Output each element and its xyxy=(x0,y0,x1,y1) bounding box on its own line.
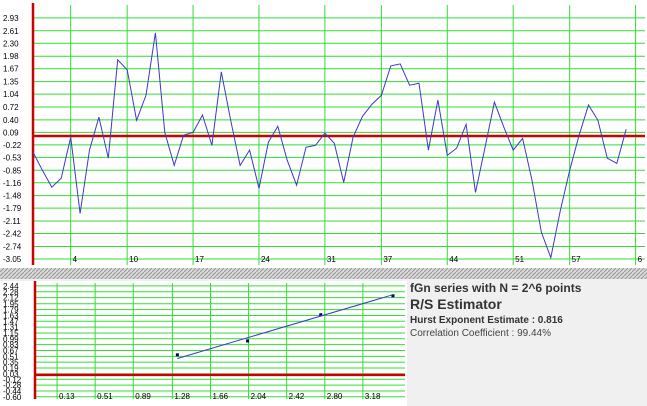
y-tick-label: 1.35 xyxy=(3,78,19,87)
y-tick-label: 2.12 xyxy=(3,294,19,303)
y-tick-label: -1.16 xyxy=(3,179,22,188)
x-tick-label: 37 xyxy=(383,255,392,264)
x-tick-label: 31 xyxy=(327,255,336,264)
correlation: Correlation Coefficient : 99.44% xyxy=(410,328,552,339)
x-tick-label: 6 xyxy=(638,255,643,264)
y-tick-label: 1.95 xyxy=(3,300,19,309)
y-tick-label: -0.85 xyxy=(3,166,22,175)
y-tick-label: -0.22 xyxy=(3,141,22,150)
y-tick-label: 1.15 xyxy=(3,329,19,338)
top-chart-bg xyxy=(0,0,647,268)
y-tick-label: -0.12 xyxy=(3,375,22,384)
x-tick-label: 2.04 xyxy=(251,392,267,401)
y-tick-label: -2.74 xyxy=(3,242,22,251)
y-tick-label: 1.47 xyxy=(3,317,19,326)
y-tick-label: 0.99 xyxy=(3,335,19,344)
y-tick-label: 0.09 xyxy=(3,128,19,137)
y-tick-label: -0.44 xyxy=(3,387,22,396)
y-tick-label: -0.53 xyxy=(3,153,22,162)
splitter[interactable] xyxy=(0,268,647,279)
y-tick-label: -0.28 xyxy=(3,381,22,390)
x-tick-label: 51 xyxy=(515,255,524,264)
y-tick-label: 1.31 xyxy=(3,323,19,332)
y-tick-label: -1.48 xyxy=(3,192,22,201)
x-tick-label: 1.28 xyxy=(174,392,190,401)
data-point xyxy=(319,313,323,317)
data-point xyxy=(175,353,179,357)
x-tick-label: 44 xyxy=(449,255,458,264)
y-tick-label: 0.83 xyxy=(3,341,19,350)
y-tick-label: 1.67 xyxy=(3,65,19,74)
x-tick-label: 0.13 xyxy=(59,392,75,401)
y-tick-label: -2.11 xyxy=(3,217,21,226)
x-tick-label: 1.66 xyxy=(212,392,228,401)
rs-chart: 2.442.282.121.951.791.631.471.311.150.99… xyxy=(3,281,405,402)
y-tick-label: 1.63 xyxy=(3,311,19,320)
y-tick-label: 0.51 xyxy=(3,352,19,361)
y-tick-label: 0.72 xyxy=(3,103,19,112)
y-tick-label: 2.28 xyxy=(3,288,19,297)
y-tick-label: 1.79 xyxy=(3,306,19,315)
y-tick-label: 2.61 xyxy=(3,27,19,36)
y-tick-label: -3.05 xyxy=(3,255,22,264)
y-tick-label: 0.35 xyxy=(3,358,19,367)
y-tick-label: 0.19 xyxy=(3,364,19,373)
bottom-chart-bg xyxy=(0,281,407,406)
x-tick-label: 0.51 xyxy=(97,392,113,401)
hurst-estimate: Hurst Exponent Estimate : 0.816 xyxy=(410,315,563,326)
y-tick-label: 0.03 xyxy=(3,370,19,379)
y-tick-label: 2.30 xyxy=(3,39,19,48)
panel-title: fGn series with N = 2^6 points xyxy=(410,281,582,295)
series-chart: 2.93 2.61 2.30 1.98 1.67 1.35 1.04 0.72 0.40 0.09… xyxy=(3,3,645,265)
y-tick-label: 1.04 xyxy=(3,90,19,99)
data-point xyxy=(391,294,395,298)
x-tick-label: 17 xyxy=(195,255,204,264)
data-line xyxy=(32,32,627,260)
y-tick-label: 1.98 xyxy=(3,52,19,61)
y-tick-label: -0.60 xyxy=(3,393,22,402)
x-tick-label: 24 xyxy=(261,255,270,264)
x-tick-label: 0.89 xyxy=(135,392,151,401)
y-tick-label: 2.93 xyxy=(3,14,19,23)
x-tick-label: 4 xyxy=(73,255,78,264)
result-panel: fGn series with N = 2^6 points R/S Estim… xyxy=(410,281,647,339)
y-tick-label: -1.79 xyxy=(3,204,22,213)
x-tick-label: 57 xyxy=(572,255,581,264)
panel-subtitle: R/S Estimator xyxy=(410,296,502,312)
data-point xyxy=(246,339,250,343)
x-tick-label: 2.80 xyxy=(327,392,343,401)
y-tick-label: 2.44 xyxy=(3,282,19,291)
y-tick-label: -2.42 xyxy=(3,230,22,239)
data-line xyxy=(177,294,394,359)
y-tick-label: 0.40 xyxy=(3,116,19,125)
y-tick-label: 0.67 xyxy=(3,346,19,355)
x-tick-label: 3.18 xyxy=(365,392,381,401)
x-tick-label: 10 xyxy=(129,255,138,264)
x-tick-label: 2.42 xyxy=(289,392,305,401)
